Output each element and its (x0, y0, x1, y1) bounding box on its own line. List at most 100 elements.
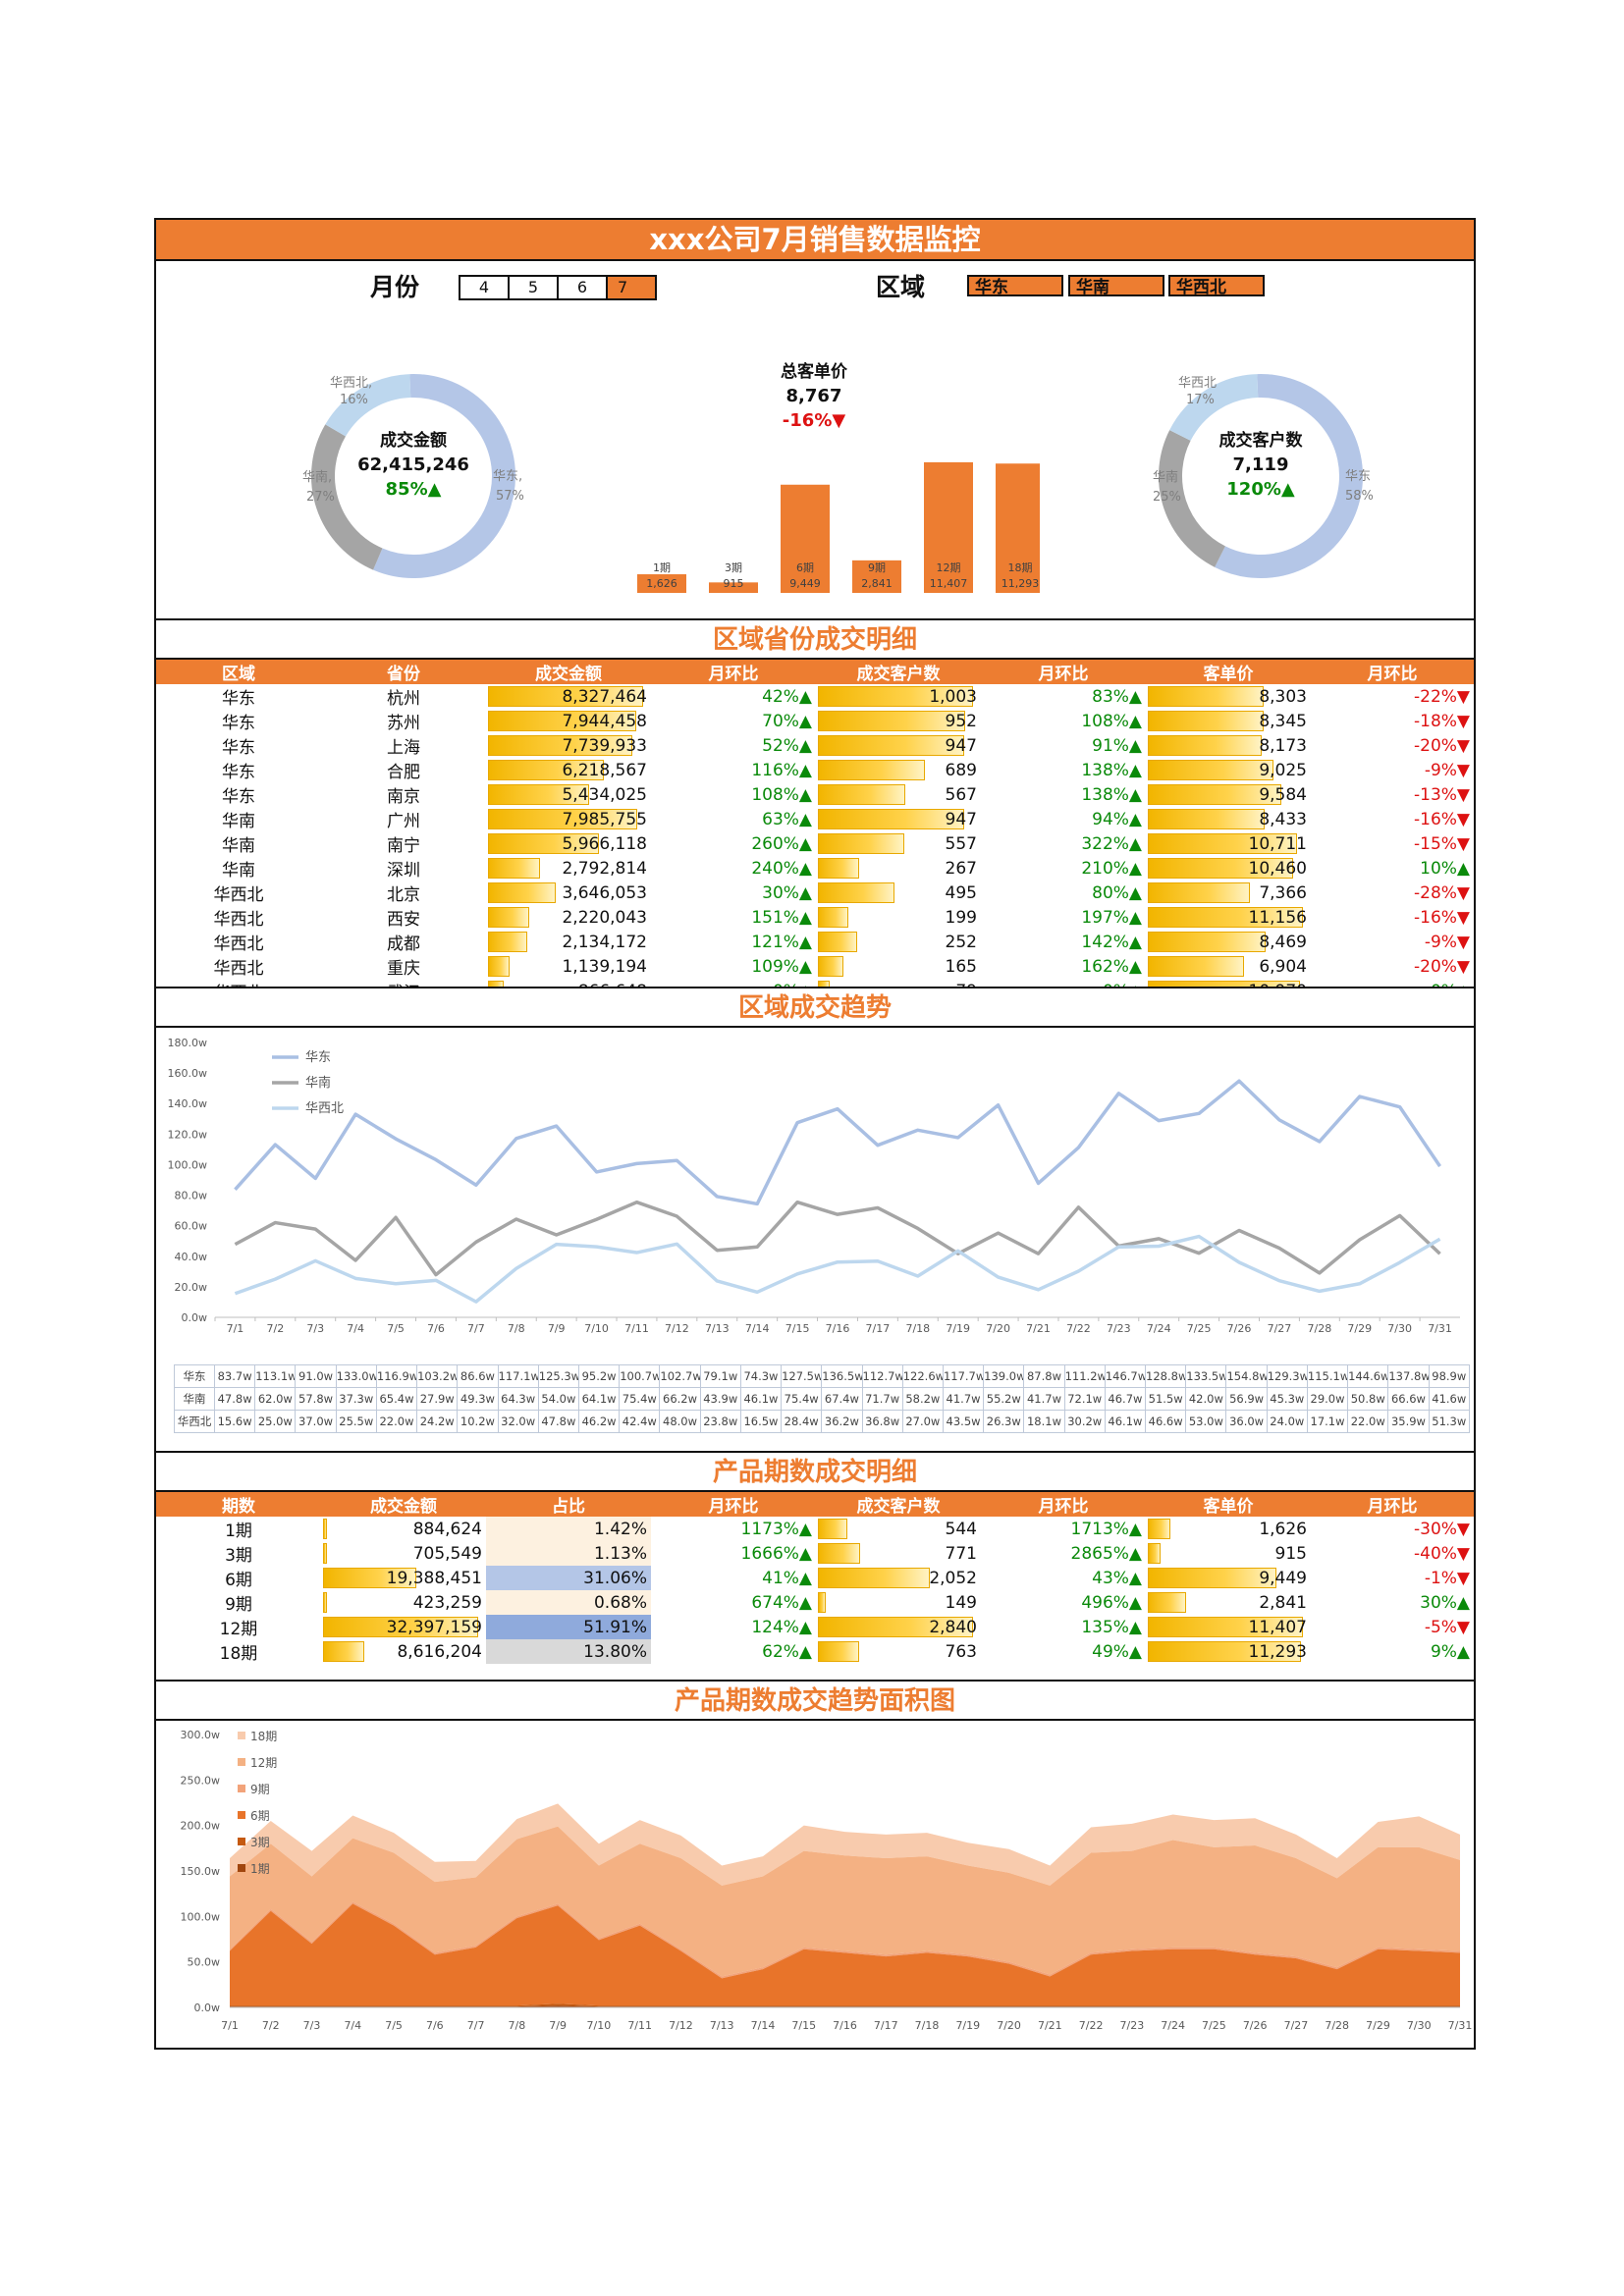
table-row[interactable]: 3期 705,549 1.13% 1666%▲ 771 2865%▲ 915 -40%▼ (156, 1541, 1474, 1566)
change-cell: 138%▲ (1081, 760, 1142, 780)
col-header[interactable]: 成交客户数 (816, 660, 981, 684)
data-bar (488, 858, 540, 879)
trend-value: 26.3w (983, 1410, 1025, 1433)
change-cell: 124%▲ (751, 1617, 812, 1637)
region-cell: 华东 (222, 738, 255, 758)
col-header[interactable]: 客单价 (1146, 1492, 1311, 1517)
month-button-6[interactable]: 6 (557, 275, 608, 300)
trend-value: 91.0w (295, 1364, 337, 1388)
data-bar (488, 784, 590, 805)
col-header[interactable]: 月环比 (651, 1492, 816, 1517)
region-table: 区域 省份 成交金额 月环比 成交客户数 月环比 客单价 月环比 华东 杭州 8,3… (156, 660, 1474, 1003)
table-row[interactable]: 华西北 西安 2,220,043 151%▲ 199 197%▲ 11,156 -16%▼ (156, 905, 1474, 930)
bar-cell: 8,345 (1146, 709, 1311, 733)
col-header[interactable]: 成交金额 (321, 1492, 486, 1517)
month-button-7[interactable]: 7 (606, 275, 657, 300)
data-bar (1148, 1641, 1302, 1662)
table-row[interactable]: 12期 32,397,159 51.91% 124%▲ 2,840 135%▲ 11,407… (156, 1615, 1474, 1639)
period-table: 期数 成交金额 占比 月环比 成交客户数 月环比 客单价 月环比 1期 884,6… (156, 1492, 1474, 1664)
data-bar (818, 1617, 973, 1637)
table-row[interactable]: 华西北 成都 2,134,172 121%▲ 252 142%▲ 8,469 -9%▼ (156, 930, 1474, 954)
col-header[interactable]: 客单价 (1146, 660, 1311, 684)
x-tick-label: 7/15 (791, 2019, 816, 2032)
table-row[interactable]: 华西北 重庆 1,139,194 109%▲ 165 162%▲ 6,904 -20%▼ (156, 954, 1474, 979)
table-row[interactable]: 华东 上海 7,739,933 52%▲ 947 91%▲ 8,173 -20%▼ (156, 733, 1474, 758)
change-cell: 80%▲ (1092, 882, 1142, 903)
region-cell: 华西北 (213, 959, 264, 979)
col-header[interactable]: 月环比 (1311, 660, 1474, 684)
bar-cell: 689 (816, 758, 981, 782)
col-header[interactable]: 成交客户数 (816, 1492, 981, 1517)
region-button-south[interactable]: 华南 (1068, 275, 1164, 297)
donut-label-northwest: 华西北, (330, 376, 372, 391)
x-tick-label: 7/7 (467, 1322, 485, 1335)
change-cell: 62%▲ (762, 1641, 812, 1662)
col-header[interactable]: 省份 (321, 660, 486, 684)
legend-label: 1期 (250, 1862, 270, 1876)
change-cell: 83%▲ (1092, 686, 1142, 707)
month-button-4[interactable]: 4 (459, 275, 510, 300)
col-header[interactable]: 区域 (156, 660, 321, 684)
col-header[interactable]: 月环比 (981, 1492, 1146, 1517)
col-header[interactable]: 月环比 (981, 660, 1146, 684)
table-row[interactable]: 18期 8,616,204 13.80% 62%▲ 763 49%▲ 11,293 9%▲ (156, 1639, 1474, 1664)
x-tick-label: 7/21 (1026, 1322, 1051, 1335)
trend-value: 50.8w (1347, 1387, 1389, 1411)
table-row[interactable]: 华东 合肥 6,218,567 116%▲ 689 138%▲ 9,025 -9%▼ (156, 758, 1474, 782)
data-bar (323, 1641, 365, 1662)
region-button-northwest[interactable]: 华西北 (1168, 275, 1265, 297)
trend-value: 65.4w (375, 1387, 418, 1411)
data-bar (1148, 907, 1303, 928)
trend-value: 67.4w (821, 1387, 863, 1411)
amount-donut-chart: 华西北, 16% 华南, 27% 华东, 57% (302, 374, 524, 578)
region-button-east[interactable]: 华东 (967, 275, 1063, 297)
trend-value: 36.2w (821, 1410, 863, 1433)
province-cell: 北京 (387, 885, 420, 905)
table-row[interactable]: 华东 杭州 8,327,464 42%▲ 1,003 83%▲ 8,303 -22%▼ (156, 684, 1474, 709)
month-button-5[interactable]: 5 (508, 275, 559, 300)
data-bar (488, 760, 604, 780)
y-tick-label: 0.0w (182, 1311, 208, 1324)
trend-value: 71.7w (861, 1387, 903, 1411)
data-bar (818, 907, 849, 928)
change-cell: -18%▼ (1414, 711, 1470, 731)
trend-value: 23.8w (699, 1410, 741, 1433)
province-cell: 西安 (387, 910, 420, 930)
col-header[interactable]: 占比 (486, 1492, 651, 1517)
table-row[interactable]: 6期 19,388,451 31.06% 41%▲ 2,052 43%▲ 9,449 -1%▼ (156, 1566, 1474, 1590)
table-row[interactable]: 华西北 北京 3,646,053 30%▲ 495 80%▲ 7,366 -28%▼ (156, 881, 1474, 905)
col-header[interactable]: 成交金额 (486, 660, 651, 684)
bar-cell: 7,944,458 (486, 709, 651, 733)
bar-cell: 763 (816, 1639, 981, 1664)
table-row[interactable]: 华东 南京 5,434,025 108%▲ 567 138%▲ 9,584 -13%▼ (156, 782, 1474, 807)
data-bar (818, 735, 965, 756)
x-tick-label: 7/9 (548, 1322, 566, 1335)
x-tick-label: 7/30 (1407, 2019, 1432, 2032)
col-header[interactable]: 月环比 (1311, 1492, 1474, 1517)
data-bar (818, 833, 904, 854)
x-tick-label: 7/31 (1428, 1322, 1452, 1335)
region-cell: 华东 (222, 763, 255, 782)
col-header[interactable]: 月环比 (651, 660, 816, 684)
col-header[interactable]: 期数 (156, 1492, 321, 1517)
trend-value: 86.6w (457, 1364, 499, 1388)
table-row[interactable]: 1期 884,624 1.42% 1173%▲ 544 1713%▲ 1,626 -30%▼ (156, 1517, 1474, 1541)
table-row[interactable]: 华南 深圳 2,792,814 240%▲ 267 210%▲ 10,460 10%▲ (156, 856, 1474, 881)
x-tick-label: 7/10 (584, 1322, 609, 1335)
table-row[interactable]: 华东 苏州 7,944,458 70%▲ 952 108%▲ 8,345 -18%▼ (156, 709, 1474, 733)
change-cell: 162%▲ (1081, 956, 1142, 977)
trend-value: 62.0w (254, 1387, 297, 1411)
period-cell: 18期 (219, 1644, 258, 1664)
change-cell: 30%▲ (1420, 1592, 1470, 1613)
table-row[interactable]: 9期 423,259 0.68% 674%▲ 149 496%▲ 2,841 30%▲ (156, 1590, 1474, 1615)
table-row[interactable]: 华南 广州 7,985,755 63%▲ 947 94%▲ 8,433 -16%▼ (156, 807, 1474, 831)
period-bar (924, 461, 973, 593)
period-bar (637, 574, 686, 593)
change-cell: 10%▲ (1420, 858, 1470, 879)
series-line-华东 (234, 1079, 1441, 1206)
data-bar (818, 932, 857, 952)
x-tick-label: 7/8 (509, 2019, 526, 2032)
province-cell: 苏州 (387, 714, 420, 733)
table-row[interactable]: 华南 南宁 5,966,118 260%▲ 557 322%▲ 10,711 -15%▼ (156, 831, 1474, 856)
region-table-header: 区域 省份 成交金额 月环比 成交客户数 月环比 客单价 月环比 (156, 660, 1474, 684)
